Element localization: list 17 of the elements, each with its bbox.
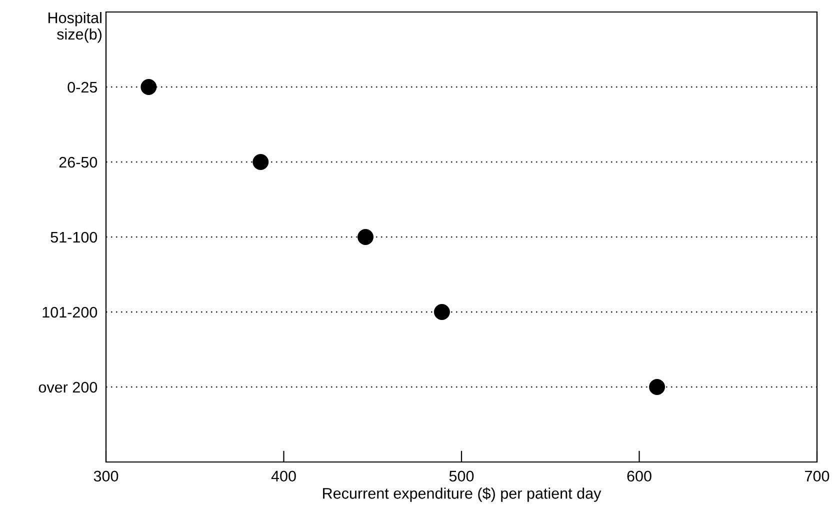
point — [649, 379, 666, 395]
x-tick-label: 500 — [449, 470, 474, 482]
y-axis-title: Hospital size(b) — [48, 12, 102, 43]
x-tick-label: 400 — [271, 470, 296, 482]
point — [358, 229, 374, 245]
x-tick-label: 600 — [627, 470, 652, 482]
y-tick-label: 0-25 — [68, 82, 98, 93]
y-tick-label: 101-200 — [42, 306, 98, 318]
y-tick-label: over 200 — [38, 382, 98, 393]
y-tick-label: 26-50 — [59, 156, 98, 168]
point — [434, 304, 450, 320]
x-tick-label: 300 — [94, 470, 118, 482]
y-tick-label: 51-100 — [50, 232, 98, 243]
x-tick-label: 700 — [805, 470, 830, 482]
x-axis-title: Recurrent expenditure ($) per patient day — [323, 487, 602, 502]
point — [252, 154, 269, 170]
point — [140, 79, 157, 95]
